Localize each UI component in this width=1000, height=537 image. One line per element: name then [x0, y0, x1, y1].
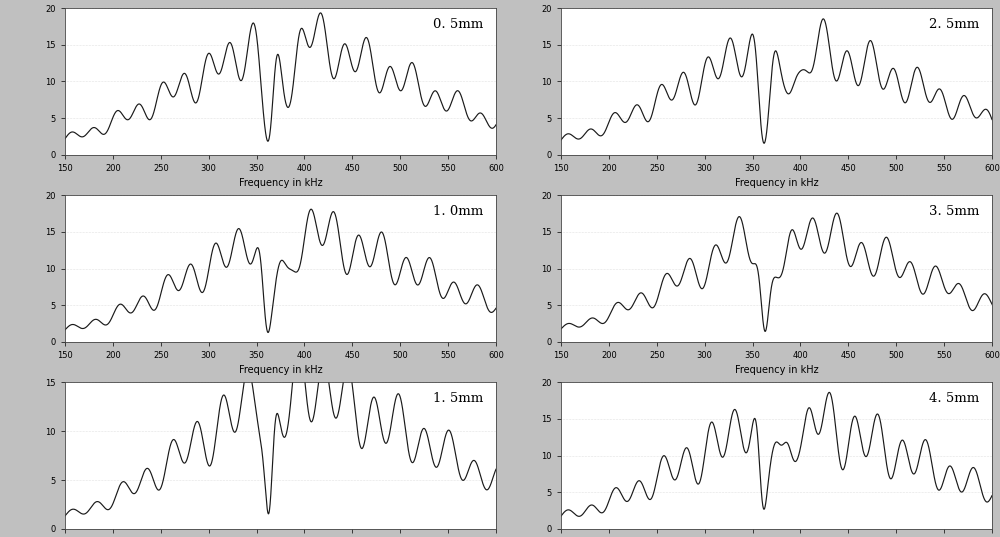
X-axis label: Frequency in kHz: Frequency in kHz: [239, 366, 322, 375]
X-axis label: Frequency in kHz: Frequency in kHz: [735, 366, 818, 375]
Text: 4. 5mm: 4. 5mm: [929, 393, 979, 405]
Text: 2. 5mm: 2. 5mm: [929, 18, 979, 31]
Text: 1. 5mm: 1. 5mm: [433, 393, 483, 405]
X-axis label: Frequency in kHz: Frequency in kHz: [735, 178, 818, 188]
Text: 1. 0mm: 1. 0mm: [433, 205, 483, 219]
Text: 0. 5mm: 0. 5mm: [433, 18, 483, 31]
Text: 3. 5mm: 3. 5mm: [929, 205, 979, 219]
X-axis label: Frequency in kHz: Frequency in kHz: [239, 178, 322, 188]
